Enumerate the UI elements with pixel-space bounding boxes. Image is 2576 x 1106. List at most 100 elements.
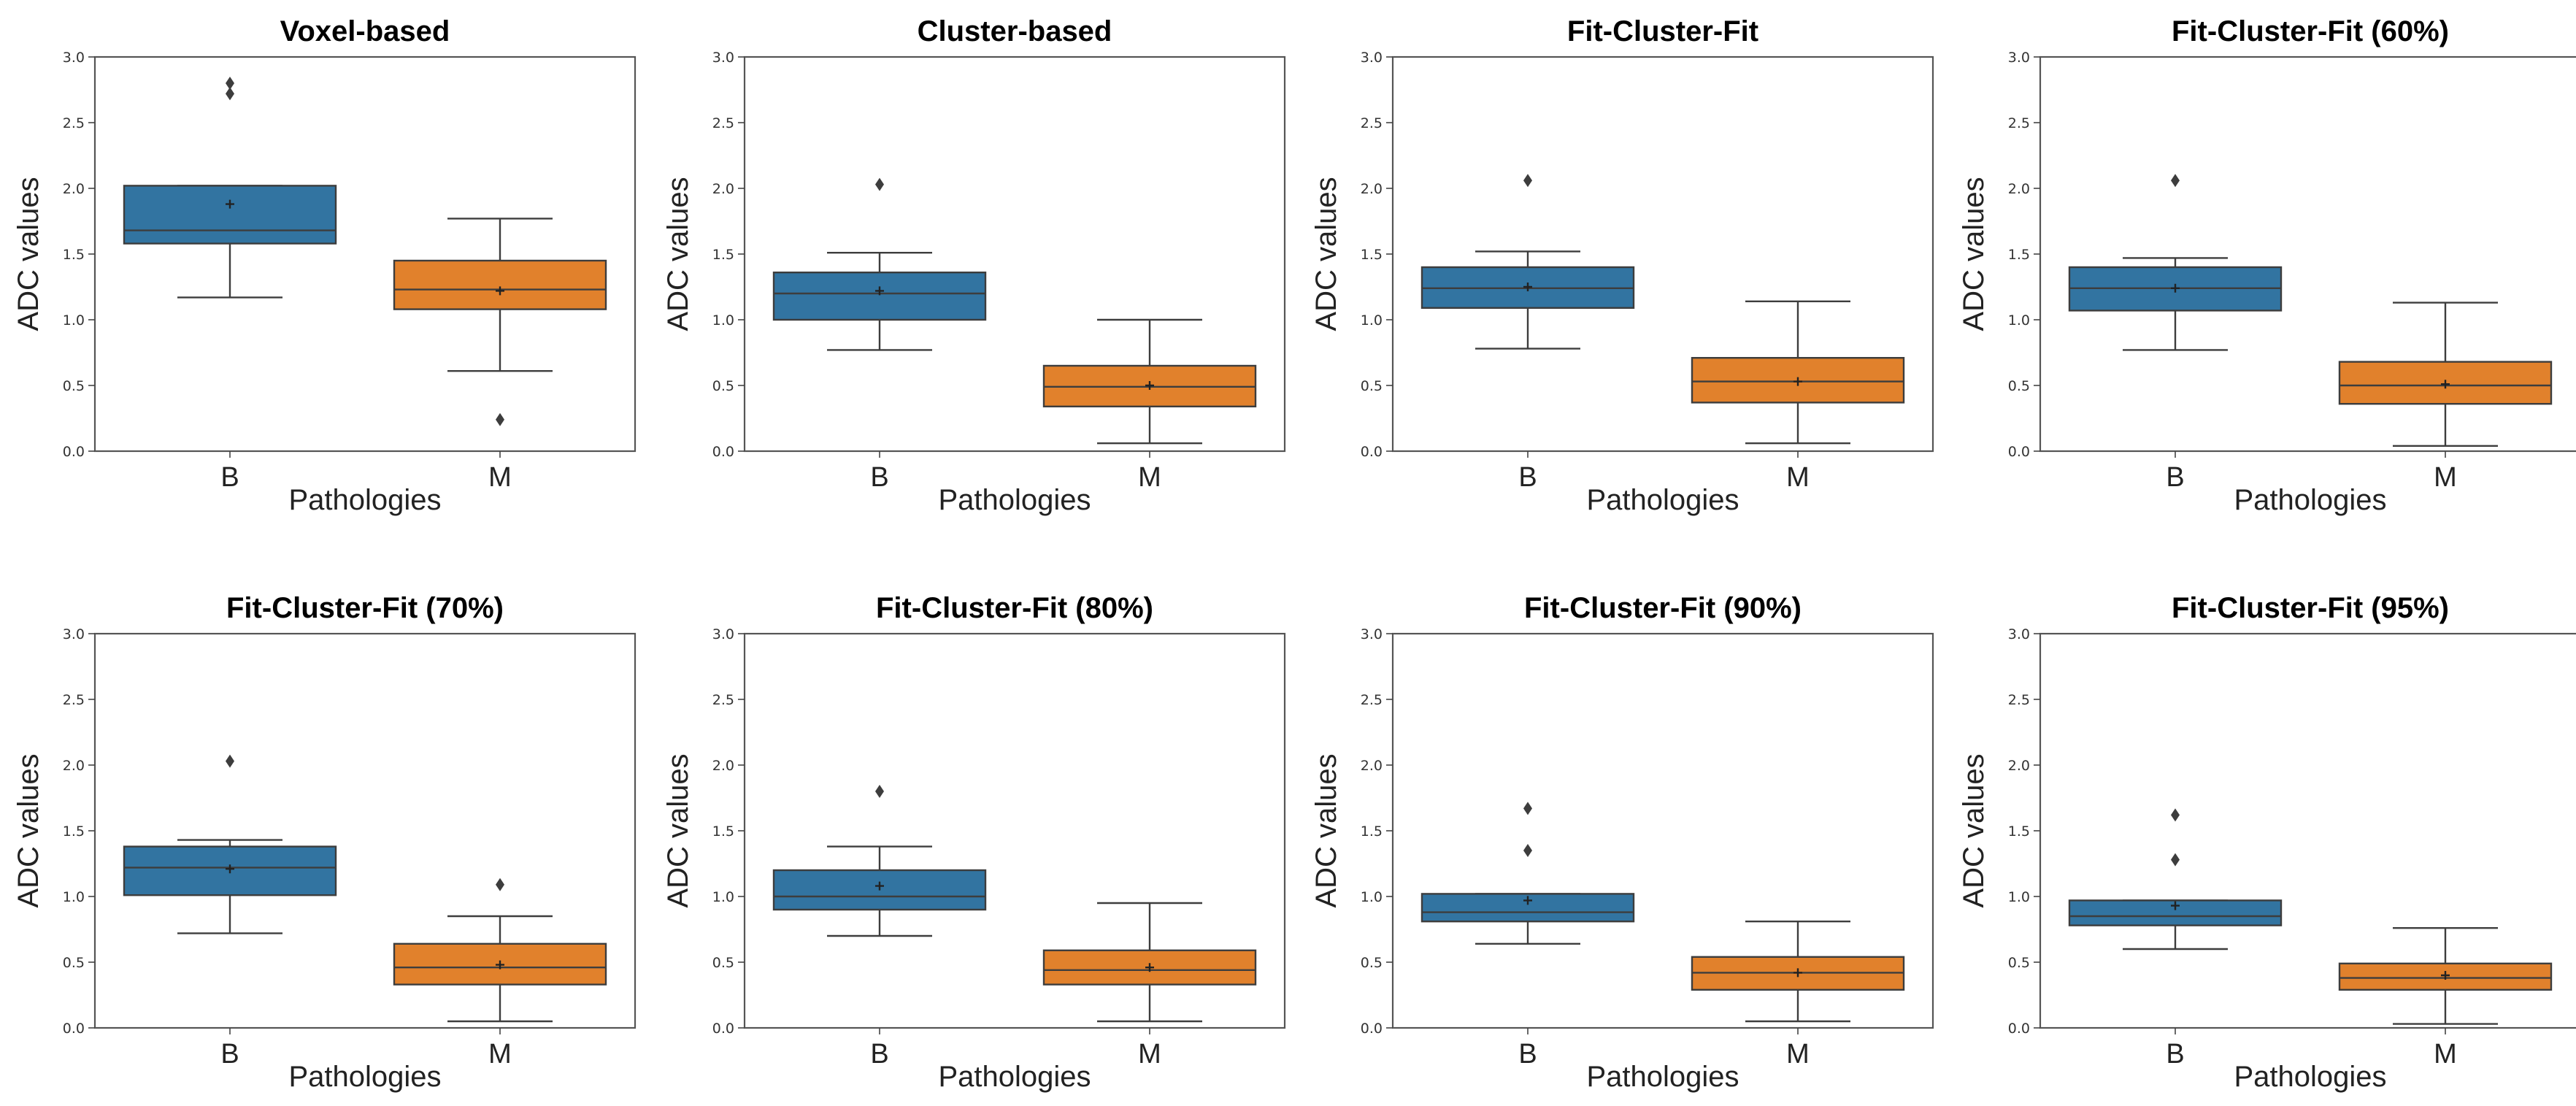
y-tick-label: 1.5 — [712, 247, 734, 263]
outlier-point — [1523, 844, 1532, 857]
y-tick-label: 3.0 — [712, 626, 734, 642]
mean-marker — [875, 881, 884, 891]
outlier-point — [496, 412, 504, 426]
y-tick-label: 1.0 — [1361, 889, 1383, 905]
x-axis-label: Pathologies — [1586, 1061, 1739, 1093]
panel-title: Cluster-based — [918, 15, 1112, 47]
boxplot-panel: Fit-Cluster-Fit (60%) 0.0 0.5 1.0 1.5 2.0 2.5 3… — [1958, 15, 2576, 516]
y-axis-label: ADC values — [12, 753, 45, 907]
y-tick-label: 2.5 — [712, 115, 734, 131]
x-axis-label: Pathologies — [288, 1061, 441, 1093]
x-tick-label: B — [2166, 1039, 2184, 1069]
mean-marker — [2171, 901, 2180, 910]
x-tick-label: M — [2434, 462, 2457, 493]
x-tick-label: M — [1138, 462, 1161, 493]
y-tick-label: 1.5 — [1361, 823, 1383, 840]
x-axis-label: Pathologies — [2234, 484, 2386, 516]
plot-frame — [2039, 632, 2576, 1029]
panel-title: Fit-Cluster-Fit (80%) — [876, 592, 1153, 624]
x-tick-label: M — [1786, 1039, 1810, 1069]
y-tick-label: 1.0 — [63, 889, 85, 905]
y-axis-label: ADC values — [1310, 177, 1342, 331]
y-tick-label: 0.0 — [2008, 444, 2030, 460]
x-tick-label: B — [870, 1039, 888, 1069]
outlier-point — [226, 87, 234, 101]
y-tick-label: 2.5 — [2008, 692, 2030, 708]
panel-title: Fit-Cluster-Fit (90%) — [1524, 592, 1802, 624]
y-tick-label: 1.5 — [712, 823, 734, 840]
y-tick-label: 1.5 — [2008, 823, 2030, 840]
plot-frame — [93, 55, 637, 453]
y-tick-label: 1.0 — [712, 312, 734, 329]
mean-marker — [496, 286, 504, 296]
y-axis-label: ADC values — [662, 177, 694, 331]
mean-marker — [1145, 381, 1154, 390]
outlier-point — [2171, 853, 2180, 867]
y-tick-label: 3.0 — [63, 50, 85, 66]
y-tick-label: 0.5 — [2008, 955, 2030, 971]
y-tick-label: 2.0 — [712, 181, 734, 197]
y-tick-label: 3.0 — [1361, 50, 1383, 66]
mean-marker — [496, 960, 504, 969]
boxplot-panel: Fit-Cluster-Fit 0.0 0.5 1.0 1.5 2.0 2.5 3.0 ADC … — [1310, 15, 1934, 516]
y-tick-label: 2.0 — [63, 758, 85, 774]
y-tick-label: 2.5 — [1361, 692, 1383, 708]
y-tick-label: 3.0 — [712, 50, 734, 66]
mean-marker — [1145, 963, 1154, 972]
x-tick-label: M — [1786, 462, 1810, 493]
box-benign — [123, 185, 337, 245]
boxplot-panel: Fit-Cluster-Fit (90%) 0.0 0.5 1.0 1.5 2.0 2.5 3… — [1310, 592, 1934, 1093]
x-tick-label: B — [1518, 1039, 1537, 1069]
mean-marker — [226, 864, 234, 874]
y-tick-label: 3.0 — [2008, 50, 2030, 66]
x-tick-label: M — [2434, 1039, 2457, 1069]
outlier-point — [1523, 174, 1532, 188]
y-axis-label: ADC values — [1958, 177, 1990, 331]
y-tick-label: 2.0 — [63, 181, 85, 197]
y-tick-label: 1.0 — [1361, 312, 1383, 329]
mean-marker — [226, 199, 234, 209]
y-tick-label: 0.5 — [63, 955, 85, 971]
x-axis-label: Pathologies — [2234, 1061, 2386, 1093]
y-tick-label: 1.0 — [63, 312, 85, 329]
box-malignant — [393, 259, 607, 310]
mean-marker — [875, 286, 884, 296]
y-tick-label: 0.5 — [63, 378, 85, 394]
panel-title: Fit-Cluster-Fit (60%) — [2172, 15, 2449, 47]
box-benign — [772, 272, 987, 321]
panel-title: Fit-Cluster-Fit (70%) — [226, 592, 504, 624]
boxplot-panel: Fit-Cluster-Fit (95%) 0.0 0.5 1.0 1.5 2.0 2.5 3… — [1958, 592, 2576, 1093]
mean-marker — [2441, 971, 2450, 980]
y-tick-label: 1.5 — [2008, 247, 2030, 263]
mean-marker — [1793, 377, 1802, 386]
y-tick-label: 1.5 — [63, 247, 85, 263]
x-tick-label: B — [1518, 462, 1537, 493]
y-tick-label: 2.0 — [1361, 181, 1383, 197]
mean-marker — [2441, 380, 2450, 389]
outlier-point — [875, 177, 884, 191]
boxplot-panel: Fit-Cluster-Fit (80%) 0.0 0.5 1.0 1.5 2.0 2.5 3… — [662, 592, 1286, 1093]
y-tick-label: 0.5 — [2008, 378, 2030, 394]
outlier-point — [226, 754, 234, 768]
y-tick-label: 2.5 — [63, 692, 85, 708]
y-tick-label: 1.5 — [63, 823, 85, 840]
mean-marker — [2171, 283, 2180, 293]
y-tick-label: 0.5 — [712, 378, 734, 394]
panel-title: Voxel-based — [280, 15, 450, 47]
outlier-point — [226, 77, 234, 90]
outlier-point — [1523, 802, 1532, 815]
y-tick-label: 1.5 — [1361, 247, 1383, 263]
x-axis-label: Pathologies — [1586, 484, 1739, 516]
y-axis-label: ADC values — [1958, 753, 1990, 907]
y-tick-label: 0.5 — [1361, 955, 1383, 971]
y-tick-label: 0.0 — [63, 1021, 85, 1037]
boxplot-panel: Voxel-based 0.0 0.5 1.0 1.5 2.0 2.5 3.0 ADC valu… — [12, 15, 637, 516]
outlier-point — [2171, 808, 2180, 822]
mean-marker — [1793, 968, 1802, 978]
y-axis-label: ADC values — [662, 753, 694, 907]
x-tick-label: B — [2166, 462, 2184, 493]
y-tick-label: 0.0 — [1361, 1021, 1383, 1037]
mean-marker — [1523, 283, 1532, 291]
y-tick-label: 0.0 — [63, 444, 85, 460]
